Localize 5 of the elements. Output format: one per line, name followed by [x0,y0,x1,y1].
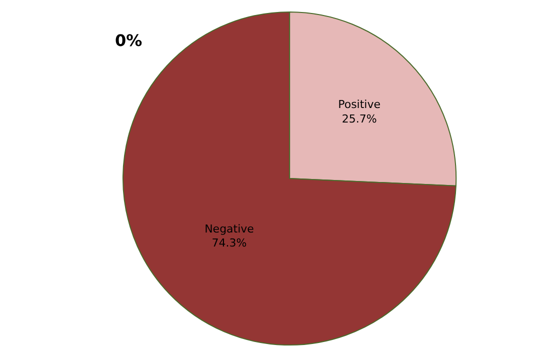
slice-label: Positive [338,98,381,111]
slice-label: Negative [204,222,254,236]
text: 0% [115,31,142,50]
data-label: 25.7% [342,112,377,126]
data-label: 74.3% [212,236,247,250]
